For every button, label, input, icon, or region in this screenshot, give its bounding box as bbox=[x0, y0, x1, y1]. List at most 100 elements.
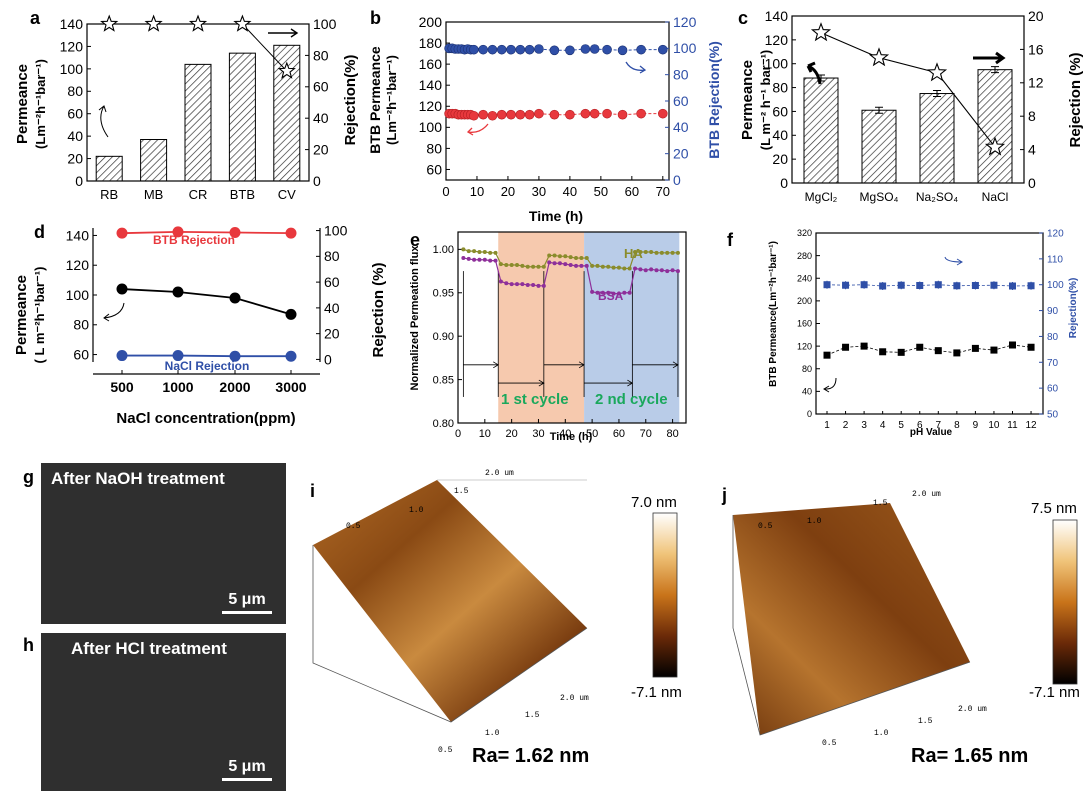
data-point bbox=[990, 281, 998, 289]
data-point bbox=[557, 261, 562, 266]
data-point bbox=[842, 343, 850, 351]
data-point bbox=[498, 279, 503, 284]
data-point bbox=[1009, 282, 1016, 290]
data-point bbox=[659, 250, 664, 255]
data-point bbox=[172, 226, 184, 238]
afm-surface bbox=[313, 480, 587, 722]
x-tick-label: 11 bbox=[1007, 420, 1018, 431]
y-tick-label: 60 bbox=[426, 161, 442, 177]
data-point bbox=[525, 264, 530, 269]
data-point bbox=[897, 281, 905, 289]
y2-tick-label: 60 bbox=[1047, 384, 1059, 395]
data-point bbox=[595, 290, 600, 295]
roughness-label: Ra= 1.65 nm bbox=[911, 745, 1028, 767]
data-point bbox=[552, 261, 557, 266]
y2-tick-label: 0 bbox=[324, 351, 332, 367]
x-tick-label: 5 bbox=[898, 420, 904, 431]
y2-tick-label: 80 bbox=[324, 248, 340, 264]
y2-tick-label: 100 bbox=[324, 222, 348, 238]
data-point bbox=[971, 281, 979, 289]
y2-axis-label: Rejection (%) bbox=[1067, 52, 1084, 147]
data-point bbox=[525, 282, 530, 287]
data-point bbox=[611, 291, 616, 296]
data-point bbox=[622, 290, 627, 295]
y2-tick-label: 100 bbox=[313, 16, 337, 32]
axis-tick: 0.5 bbox=[346, 522, 361, 531]
y-tick-label: 20 bbox=[67, 150, 83, 166]
colorbar bbox=[1052, 519, 1078, 685]
x-axis-label: pH Value bbox=[910, 427, 953, 438]
series-line bbox=[121, 288, 292, 316]
y-tick-label: 160 bbox=[797, 319, 812, 329]
data-point bbox=[541, 264, 546, 269]
arrow-left bbox=[103, 302, 125, 322]
x-axis-label: Time (h) bbox=[550, 431, 593, 443]
data-point bbox=[600, 264, 605, 269]
y2-tick-label: 80 bbox=[313, 47, 329, 63]
data-point bbox=[633, 249, 638, 254]
data-point bbox=[590, 289, 595, 294]
x-tick-label: Na₂SO₄ bbox=[916, 190, 958, 204]
data-point bbox=[1027, 343, 1035, 351]
arrow-right bbox=[973, 51, 1006, 65]
data-point bbox=[627, 266, 632, 271]
data-point bbox=[670, 250, 675, 255]
x-axis-label: Time (h) bbox=[529, 208, 583, 224]
data-point bbox=[478, 109, 488, 120]
x-tick-label: 50 bbox=[586, 428, 598, 440]
data-point bbox=[506, 109, 516, 120]
data-point bbox=[172, 286, 184, 298]
x-tick-label: 8 bbox=[954, 420, 960, 431]
data-point bbox=[665, 250, 670, 255]
y-tick-label: 240 bbox=[797, 273, 812, 283]
colorbar-max: 7.5 nm bbox=[1031, 500, 1077, 517]
axis-tick: 0.5 bbox=[438, 746, 453, 755]
panel-b-chart: BTB Permeance (Lm⁻²h⁻¹bar⁻¹) BTB Rejecti… bbox=[367, 14, 722, 224]
segment-arrow bbox=[498, 379, 545, 387]
x-tick-label: NaCl bbox=[982, 190, 1009, 204]
y2-tick-label: 16 bbox=[1028, 41, 1044, 57]
panel-letter: c bbox=[738, 8, 748, 28]
bar bbox=[861, 109, 897, 184]
data-point bbox=[536, 283, 541, 288]
series-line bbox=[122, 354, 291, 358]
data-point bbox=[524, 109, 535, 120]
y2-tick-label: 80 bbox=[1047, 332, 1059, 343]
panel-letter: f bbox=[727, 230, 734, 250]
data-point bbox=[541, 283, 546, 288]
y-tick-label: 120 bbox=[66, 257, 90, 273]
y-tick-label: 40 bbox=[67, 128, 83, 144]
plot-frame bbox=[815, 232, 1044, 415]
panel-a-chart: Permeance (Lm⁻²h⁻¹bar⁻¹) Rejection(%) 0 2… bbox=[14, 14, 359, 202]
data-point bbox=[916, 281, 924, 289]
y-tick-label: 80 bbox=[73, 317, 89, 333]
data-point bbox=[285, 350, 297, 362]
cycle-label: 2 nd cycle bbox=[595, 391, 668, 408]
data-point bbox=[520, 263, 525, 268]
x-tick-label: 7 bbox=[936, 420, 942, 431]
x-tick-label: 30 bbox=[532, 184, 546, 199]
x-tick-label: 50 bbox=[594, 184, 608, 199]
x-tick-label: 0 bbox=[455, 428, 461, 440]
y-axis-label: Permeance bbox=[13, 275, 30, 355]
data-point bbox=[488, 250, 493, 255]
star-marker bbox=[868, 47, 890, 67]
data-point bbox=[580, 108, 591, 119]
data-point bbox=[602, 108, 612, 119]
data-point bbox=[229, 350, 241, 362]
data-point bbox=[469, 110, 479, 121]
data-point bbox=[496, 109, 507, 120]
x-axis-label: NaCl concentration(ppm) bbox=[116, 410, 295, 427]
data-point bbox=[116, 283, 128, 295]
star-marker bbox=[100, 14, 119, 32]
data-point bbox=[823, 281, 831, 289]
y2-tick-label: 20 bbox=[1028, 8, 1044, 24]
y-tick-label: 0.95 bbox=[433, 288, 454, 300]
x-tick-label: 40 bbox=[563, 184, 577, 199]
data-point bbox=[229, 227, 241, 239]
y-tick-label: 120 bbox=[60, 38, 84, 54]
x-tick-label: CV bbox=[278, 187, 296, 202]
bar bbox=[803, 77, 839, 184]
y-tick-label: 200 bbox=[419, 14, 443, 30]
data-point bbox=[916, 343, 924, 351]
